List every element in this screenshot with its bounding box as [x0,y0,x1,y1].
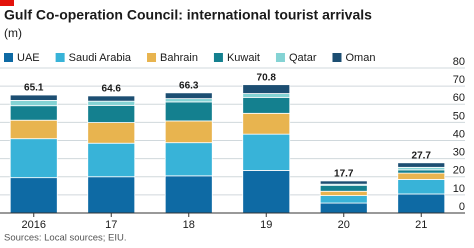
bar-segment [319,180,368,185]
legend-swatch [332,53,342,62]
bar-segment [164,101,213,122]
y-tick-label: 50 [453,110,465,122]
bar-segment [319,184,368,192]
legend-label: Qatar [289,52,317,64]
legend-label: Saudi Arabia [69,52,132,64]
legend-label: Bahrain [160,52,198,64]
bar-segment [87,100,136,106]
bar-segment [397,172,446,180]
total-label: 70.8 [257,72,277,83]
legend-swatch [213,53,223,62]
bar-segment [87,176,136,214]
x-tick-label: 17 [105,219,117,231]
bar-segment [9,105,58,121]
legend-swatch [55,53,65,62]
y-tick-label: 10 [453,183,465,195]
legend-swatch [275,53,285,62]
legend-label: UAE [17,52,40,64]
y-tick-label: 60 [453,92,465,104]
x-tick-label: 18 [183,219,195,231]
bar-segment [397,169,446,174]
bar-segment [242,93,291,98]
y-tick-label: 40 [453,128,465,140]
bar-segment [87,122,136,144]
bar-segment [9,94,58,101]
y-tick-label: 70 [453,74,465,86]
x-tick-label: 21 [415,219,427,231]
legend-label: Kuwait [227,52,260,64]
bar-segment [242,133,291,171]
bar-segment [397,162,446,168]
brand-mark [0,0,14,6]
y-tick-label: 80 [453,56,465,68]
bar-segment [9,177,58,214]
y-tick-label: 0 [459,201,465,213]
chart-title: Gulf Co-operation Council: international… [4,7,372,23]
bar-segment [87,95,136,102]
x-tick-label: 20 [338,219,350,231]
total-label: 27.7 [412,150,432,161]
source: Sources: Local sources; EIU. [4,233,127,244]
bar-segment [9,119,58,140]
x-tick-label: 19 [260,219,272,231]
total-label: 65.1 [24,83,44,94]
legend-label: Oman [345,52,375,64]
bar-segment [242,170,291,214]
bar-segment [87,104,136,123]
bar-segment [319,195,368,204]
bar-segment [164,92,213,100]
bar-segment [242,112,291,135]
legend-swatch [147,53,157,62]
total-label: 17.7 [334,169,354,180]
y-tick-label: 30 [453,147,465,159]
bar-segment [9,138,58,179]
bar-segment [397,193,446,214]
bar-segment [242,96,291,114]
bar-segment [319,190,368,196]
bar-segment [397,179,446,195]
x-tick-label: 2016 [22,219,46,231]
legend-swatch [4,53,13,62]
bar-segment [164,175,213,214]
bar-segment [319,202,368,214]
chart-subtitle: (m) [4,26,22,40]
bar-segment [164,120,213,144]
bar-segment [87,142,136,178]
bar-segment [164,142,213,177]
y-tick-label: 20 [453,165,465,177]
total-label: 66.3 [179,80,199,91]
bar-segment [242,84,291,94]
bar-segment [9,100,58,107]
bar-segment [164,98,213,103]
total-label: 64.6 [102,84,122,95]
